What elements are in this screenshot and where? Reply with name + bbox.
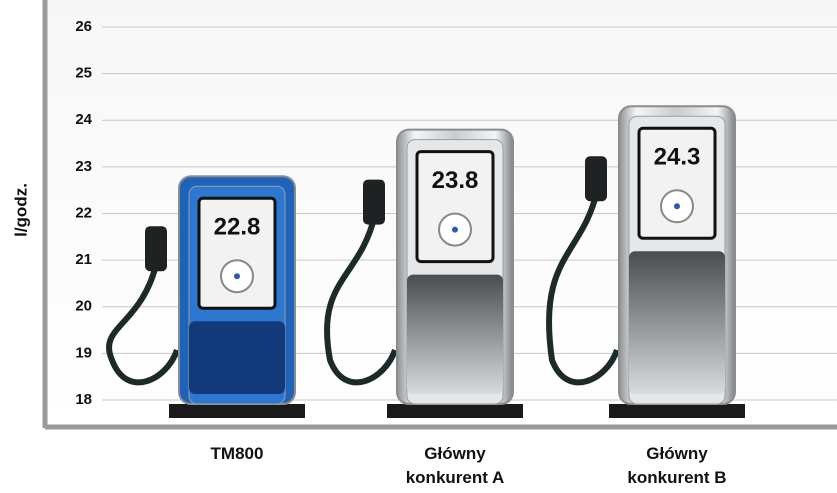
gauge-center [452,227,458,233]
pump-panel [407,275,503,394]
pump-base [609,404,745,418]
nozzle [363,180,385,225]
y-tick-label: 26 [75,18,92,35]
y-tick-label: 19 [75,344,92,361]
nozzle [585,156,607,201]
y-tick-label: 20 [75,298,92,315]
pump-base [169,404,305,418]
y-axis-label: l/godz. [11,183,30,237]
y-tick-label: 22 [75,204,92,221]
value-label: 23.8 [432,167,479,194]
page: l/godz. 181920212223242526 22.823.824.3 … [0,0,837,493]
chart: l/godz. 18 19 20 21 22 23 24 25 26 22.8 23.8 24.3 [0,0,837,493]
x-tick-label: Główny konkurent B [597,442,757,490]
value-label: 22.8 [214,214,261,241]
value-label: 24.3 [654,144,701,171]
x-tick-label: TM800 [157,442,317,466]
pump-base [387,404,523,418]
y-tick-label: 24 [75,111,92,128]
y-tick-label: 18 [75,391,92,408]
pump-panel [629,251,725,394]
y-tick-label: 25 [75,65,92,82]
gauge-center [234,273,240,279]
y-tick-label: 23 [75,158,92,175]
nozzle [145,226,167,271]
x-tick-label: Główny konkurent A [375,442,535,490]
y-tick-label: 21 [75,251,92,268]
gauge-center [674,203,680,209]
pump-panel [189,321,285,394]
